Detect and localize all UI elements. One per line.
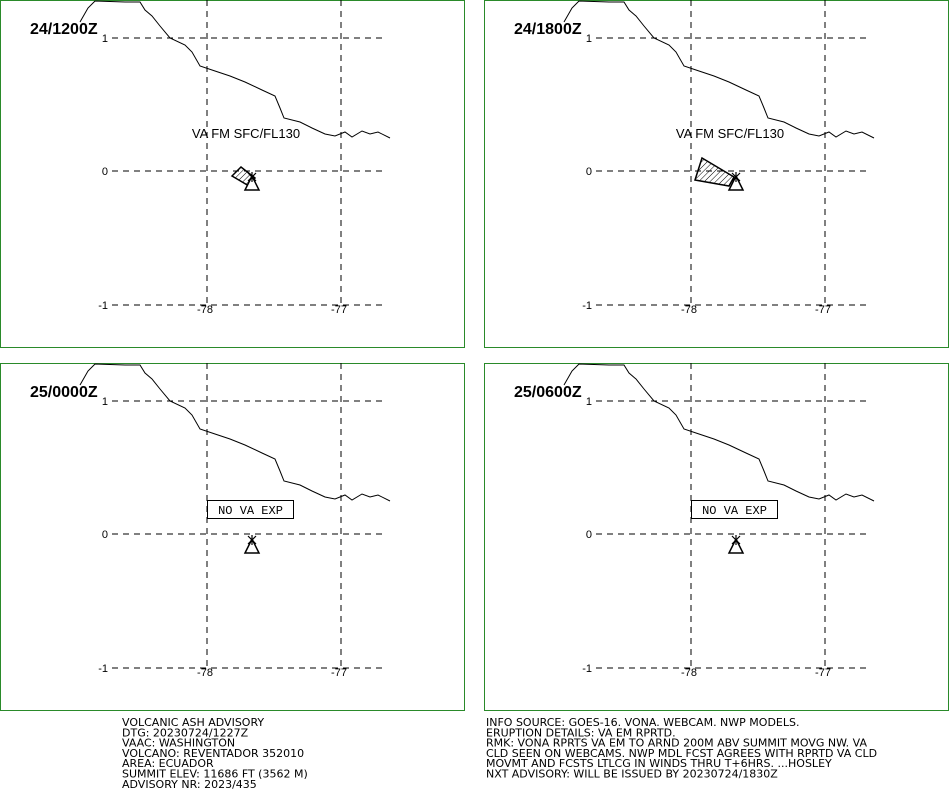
map-panel: 1 0 -1 -78 -77 25/0000Z NO VA EXP: [0, 363, 465, 711]
lat-label: -1: [98, 300, 108, 312]
advisory-line: NXT ADVISORY: WILL BE ISSUED BY 20230724…: [486, 768, 778, 781]
lon-label: -77: [331, 667, 347, 679]
advisory-line: ADVISORY NR: 2023/435: [122, 778, 257, 791]
advisory-line: INFO SOURCE: GOES-16. VONA. WEBCAM. NWP …: [486, 716, 799, 729]
ash-cloud: [694, 156, 736, 187]
eruption-symbol: [731, 535, 741, 545]
annotation-box: [207, 500, 294, 519]
lat-label: -1: [582, 300, 592, 312]
map-panel: 1 0 -1 -78 -77 24/1200Z VA FM SFC/FL130: [0, 0, 465, 348]
coastline: [79, 0, 391, 139]
lat-label: 0: [102, 166, 108, 178]
volcano-symbol: [727, 174, 745, 191]
panel-border: [0, 363, 465, 711]
annotation: VA FM SFC/FL130: [192, 126, 300, 141]
valid-time: 24/1200Z: [30, 21, 98, 38]
annotation-box: [691, 500, 778, 519]
volcano-symbol: [243, 174, 261, 191]
panel-border: [0, 0, 465, 348]
volcano-symbol: [727, 537, 745, 554]
eruption-symbol: [731, 172, 741, 182]
lat-label: 0: [586, 166, 592, 178]
lon-label: -77: [331, 304, 347, 316]
lat-label: 0: [586, 529, 592, 541]
eruption-symbol: [247, 172, 257, 182]
coastline: [79, 363, 391, 502]
panel-border: [484, 0, 949, 348]
coastline: [563, 0, 875, 139]
coastline: [563, 363, 875, 502]
advisory-line: CLD SEEN ON WEBCAMS. NWP MDL FCST AGREES…: [486, 747, 877, 760]
advisory-line: VOLCANIC ASH ADVISORY: [122, 716, 264, 729]
advisory-line: AREA: ECUADOR: [122, 757, 214, 770]
lat-label: 1: [102, 33, 108, 45]
advisory-line: VOLCANO: REVENTADOR 352010: [122, 747, 304, 760]
lat-label: -1: [582, 663, 592, 675]
lon-label: -78: [681, 304, 697, 316]
advisory-line: MOVMT AND FCSTS LTLCG IN WINDS THRU T+6H…: [486, 757, 832, 770]
lon-label: -77: [815, 667, 831, 679]
lat-label: 1: [102, 396, 108, 408]
advisory-line: VAAC: WASHINGTON: [122, 737, 235, 750]
eruption-symbol: [247, 535, 257, 545]
lon-label: -78: [197, 304, 213, 316]
valid-time: 25/0600Z: [514, 384, 582, 401]
advisory-line: RMK: VONA RPRTS VA EM TO ARND 200M ABV S…: [486, 737, 867, 750]
lon-label: -77: [815, 304, 831, 316]
annotation: NO VA EXP: [218, 504, 283, 518]
lon-label: -78: [197, 667, 213, 679]
lat-label: 1: [586, 33, 592, 45]
lat-label: -1: [98, 663, 108, 675]
lat-label: 0: [102, 529, 108, 541]
volcano-symbol: [243, 537, 261, 554]
panel-border: [484, 363, 949, 711]
advisory-line: DTG: 20230724/1227Z: [122, 726, 249, 739]
map-panel: 1 0 -1 -78 -77 25/0600Z NO VA EXP: [484, 363, 949, 711]
annotation: VA FM SFC/FL130: [676, 126, 784, 141]
advisory-line: SUMMIT ELEV: 11686 FT (3562 M): [122, 768, 308, 781]
map-panel: 1 0 -1 -78 -77 24/1800Z VA FM SFC/FL130: [484, 0, 949, 348]
valid-time: 25/0000Z: [30, 384, 98, 401]
lat-label: 1: [586, 396, 592, 408]
lon-label: -78: [681, 667, 697, 679]
advisory-line: ERUPTION DETAILS: VA EM RPRTD.: [486, 726, 676, 739]
valid-time: 24/1800Z: [514, 21, 582, 38]
annotation: NO VA EXP: [702, 504, 767, 518]
